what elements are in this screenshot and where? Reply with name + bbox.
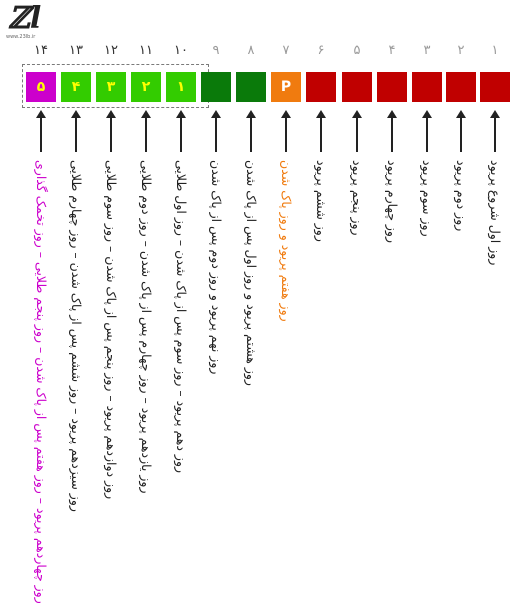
- day-column: ۱۴ ۵ روز چهاردهم پریود – روز هفتم پس از …: [26, 40, 56, 604]
- day-column: ۵ روز پنجم پریود: [342, 40, 372, 600]
- day-number: ۱۴: [34, 43, 48, 58]
- day-box: [342, 72, 372, 102]
- day-number: ۲: [457, 43, 465, 58]
- up-arrow-icon: [352, 110, 362, 152]
- day-box-label: ۵: [36, 79, 46, 95]
- day-number: ۱۲: [104, 43, 118, 58]
- up-arrow-icon: [71, 110, 81, 152]
- day-caption: روز یازدهم پریود – روز چهارم پس از پاک ش…: [139, 160, 154, 494]
- up-arrow-icon: [490, 110, 500, 152]
- day-caption: روز چهارم پریود: [385, 160, 400, 244]
- up-arrow-icon: [456, 110, 466, 152]
- day-caption: روز سیزدهم پریود – روز ششم پس از پاک شدن…: [69, 160, 84, 512]
- day-box-label: ۴: [71, 79, 81, 95]
- day-number: ۶: [317, 43, 325, 58]
- day-number: ۸: [247, 43, 255, 58]
- day-number: ۱۱: [139, 43, 153, 58]
- day-column: ۶ روز ششم پریود: [306, 40, 336, 600]
- day-caption: روز اول شروع پریود: [488, 160, 503, 266]
- day-box: P: [271, 72, 301, 102]
- day-column: ۱۳ ۴ روز سیزدهم پریود – روز ششم پس از پا…: [61, 40, 91, 600]
- day-caption: روز دوازدهم پریود – روز پنجم پس از پاک ش…: [104, 160, 119, 500]
- day-column: ۳ روز سوم پریود: [412, 40, 442, 600]
- day-number: ۹: [212, 43, 220, 58]
- day-caption: روز دوم پریود: [454, 160, 469, 232]
- logo-mark: ℤl: [8, 1, 42, 36]
- day-box: [306, 72, 336, 102]
- day-column: ۱۲ ۳ روز دوازدهم پریود – روز پنجم پس از …: [96, 40, 126, 600]
- day-column: ۹ روز نهم پریود و روز دوم پس از پاک شدن: [201, 40, 231, 600]
- day-caption: روز دهم پریود – روز سوم پس از پاک شدن – …: [174, 160, 189, 474]
- up-arrow-icon: [316, 110, 326, 152]
- day-column: ۷ P روز هفتم پریود و روز پاک شدن: [271, 40, 301, 600]
- up-arrow-icon: [422, 110, 432, 152]
- up-arrow-icon: [281, 110, 291, 152]
- up-arrow-icon: [141, 110, 151, 152]
- day-number: ۳: [423, 43, 431, 58]
- day-box-label: ۳: [106, 79, 116, 95]
- day-column: ۲ روز دوم پریود: [446, 40, 476, 600]
- site-logo: ℤl www.23lb.ir: [6, 4, 46, 42]
- day-caption: روز سوم پریود: [420, 160, 435, 237]
- up-arrow-icon: [36, 110, 46, 152]
- up-arrow-icon: [211, 110, 221, 152]
- day-number: ۷: [282, 43, 290, 58]
- day-box-label: ۲: [141, 79, 151, 95]
- day-box-label: P: [280, 79, 292, 95]
- day-box: [446, 72, 476, 102]
- up-arrow-icon: [387, 110, 397, 152]
- day-number: ۱: [491, 43, 499, 58]
- day-caption: روز چهاردهم پریود – روز هفتم پس از پاک ش…: [34, 160, 49, 604]
- day-caption: روز ششم پریود: [314, 160, 329, 242]
- day-column: ۱۰ ۱ روز دهم پریود – روز سوم پس از پاک ش…: [166, 40, 196, 600]
- up-arrow-icon: [246, 110, 256, 152]
- day-box: [236, 72, 266, 102]
- day-box: ۳: [96, 72, 126, 102]
- day-caption: روز هفتم پریود و روز پاک شدن: [279, 160, 294, 322]
- day-column: ۱ روز اول شروع پریود: [480, 40, 510, 600]
- day-box: [377, 72, 407, 102]
- day-column: ۸ روز هشتم پریود و روز اول پس از پاک شدن: [236, 40, 266, 600]
- day-box: [412, 72, 442, 102]
- up-arrow-icon: [106, 110, 116, 152]
- day-number: ۵: [353, 43, 361, 58]
- day-box: ۵: [26, 72, 56, 102]
- day-caption: روز نهم پریود و روز دوم پس از پاک شدن: [209, 160, 224, 375]
- day-caption: روز هشتم پریود و روز اول پس از پاک شدن: [244, 160, 259, 386]
- day-number: ۱۰: [174, 43, 188, 58]
- day-box: [480, 72, 510, 102]
- day-number: ۴: [388, 43, 396, 58]
- logo-url: www.23lb.ir: [6, 34, 36, 40]
- day-caption: روز پنجم پریود: [350, 160, 365, 236]
- day-box: ۴: [61, 72, 91, 102]
- day-box: [201, 72, 231, 102]
- day-box: ۲: [131, 72, 161, 102]
- day-column: ۱۱ ۲ روز یازدهم پریود – روز چهارم پس از …: [131, 40, 161, 600]
- up-arrow-icon: [176, 110, 186, 152]
- day-box: ۱: [166, 72, 196, 102]
- day-box-label: ۱: [176, 79, 186, 95]
- day-column: ۴ روز چهارم پریود: [377, 40, 407, 600]
- day-number: ۱۳: [69, 43, 83, 58]
